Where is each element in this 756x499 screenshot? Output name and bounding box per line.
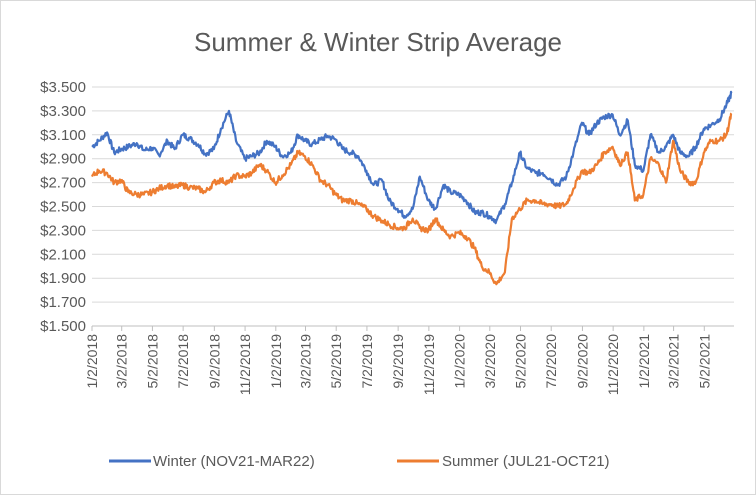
x-tick-label: 5/2/2021: [696, 334, 712, 389]
x-tick-label: 1/2/2018: [84, 334, 100, 389]
x-tick-label: 9/2/2018: [206, 334, 222, 389]
x-tick-label: 11/2/2019: [421, 334, 437, 395]
y-axis-tick-labels: $1.500 $1.700 $1.900 $2.100 $2.300 $2.500 $2.7…: [40, 79, 86, 335]
y-tick-label: $1.500: [40, 318, 86, 335]
x-tick-label: 7/2/2020: [543, 334, 559, 389]
y-tick-label: $3.100: [40, 127, 86, 144]
x-tick-label: 1/2/2020: [452, 334, 468, 389]
x-tick-label: 5/2/2019: [328, 334, 344, 389]
y-tick-label: $3.500: [40, 79, 86, 96]
x-tick-label: 7/2/2019: [359, 334, 375, 389]
chart-title: Summer & Winter Strip Average: [194, 27, 562, 57]
y-tick-label: $2.300: [40, 222, 86, 239]
y-tick-label: $2.900: [40, 151, 86, 168]
x-tick-label: 9/2/2019: [390, 334, 406, 389]
x-tick-label: 3/2/2020: [482, 334, 498, 389]
x-tick-label: 3/2/2019: [297, 334, 313, 389]
y-tick-label: $3.300: [40, 103, 86, 120]
y-tick-label: $1.700: [40, 294, 86, 311]
legend: Winter (NOV21-MAR22) Summer (JUL21-OCT21…: [109, 453, 610, 470]
x-tick-label: 1/2/2019: [268, 334, 284, 389]
x-tick-label: 11/2/2018: [237, 334, 253, 395]
legend-label-winter: Winter (NOV21-MAR22): [153, 453, 315, 470]
series-lines: [90, 90, 733, 286]
x-tick-label: 5/2/2018: [144, 334, 160, 389]
series-line-summer: [90, 112, 733, 286]
x-tick-label: 3/2/2018: [114, 334, 130, 389]
x-tick-label: 11/2/2020: [605, 334, 621, 395]
y-tick-label: $2.500: [40, 199, 86, 216]
y-tick-label: $1.900: [40, 270, 86, 287]
y-tick-label: $2.100: [40, 246, 86, 263]
y-tick-label: $2.700: [40, 175, 86, 192]
x-tick-label: 5/2/2020: [513, 334, 529, 389]
x-tick-label: 7/2/2018: [175, 334, 191, 389]
x-tick-label: 3/2/2021: [666, 334, 682, 389]
legend-label-summer: Summer (JUL21-OCT21): [442, 453, 610, 470]
x-axis: 1/2/2018 3/2/2018 5/2/2018 7/2/2018 9/2/2018…: [84, 325, 734, 395]
series-line-winter: [91, 90, 733, 225]
x-tick-label: 9/2/2020: [574, 334, 590, 389]
x-tick-label: 1/2/2021: [636, 334, 652, 389]
